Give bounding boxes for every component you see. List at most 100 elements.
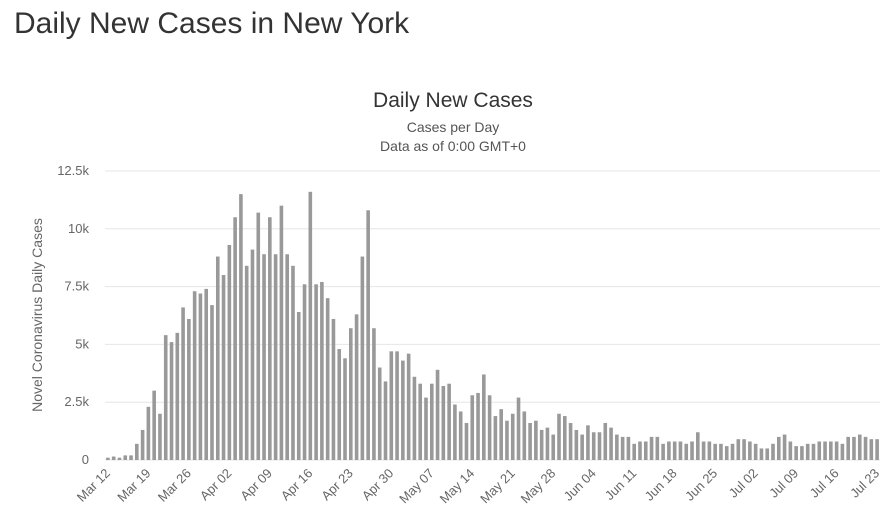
bar — [811, 443, 816, 460]
bar — [707, 441, 712, 460]
bar — [401, 360, 405, 460]
bar — [331, 318, 336, 460]
y-tick-label: 10k — [68, 221, 89, 236]
bar — [227, 244, 232, 460]
bar — [435, 369, 440, 460]
bar — [268, 217, 272, 460]
bar — [719, 443, 723, 460]
bar — [343, 358, 347, 460]
x-tick-label: Mar 26 — [155, 466, 194, 505]
bar — [470, 395, 475, 460]
bar — [302, 284, 307, 460]
bar — [562, 416, 567, 460]
x-tick-label: Jul 16 — [807, 466, 842, 501]
bar — [372, 328, 376, 460]
bar — [366, 210, 370, 460]
bar — [325, 298, 330, 460]
bar — [158, 413, 162, 460]
y-tick-label: 2.5k — [64, 394, 89, 409]
bar — [221, 275, 226, 460]
bar — [117, 457, 122, 460]
bar — [146, 406, 151, 460]
bar — [389, 351, 394, 460]
bar — [875, 439, 879, 460]
bar — [580, 434, 584, 460]
bar — [487, 395, 492, 460]
bar — [667, 441, 671, 460]
bar — [181, 307, 185, 460]
bar — [215, 256, 220, 460]
bar — [672, 441, 677, 460]
bar — [129, 455, 133, 460]
bar — [135, 443, 139, 460]
bar — [852, 436, 856, 460]
bar — [204, 288, 209, 460]
bar — [354, 314, 359, 460]
bar — [308, 191, 313, 461]
x-tick-label: May 21 — [477, 466, 518, 507]
bar — [591, 432, 596, 460]
bar — [597, 432, 602, 460]
chart-subtitle: Cases per Day — [407, 119, 500, 135]
bar — [244, 265, 249, 460]
x-tick-label: Mar 12 — [74, 466, 113, 505]
bar — [383, 381, 388, 460]
bar — [603, 423, 608, 460]
bar — [765, 448, 770, 460]
x-tick-label: Jul 23 — [847, 466, 882, 501]
bar — [678, 441, 683, 460]
bar — [655, 436, 660, 460]
bar — [140, 429, 145, 460]
bar — [736, 439, 741, 460]
bar — [412, 376, 417, 460]
bar — [279, 205, 284, 460]
bar — [175, 332, 180, 460]
bar — [493, 416, 498, 460]
bar — [788, 441, 793, 460]
bar — [447, 383, 451, 460]
x-tick-label: Apr 23 — [318, 466, 356, 504]
bar — [250, 249, 255, 460]
bar — [632, 443, 636, 460]
bar — [505, 420, 509, 460]
bar — [314, 284, 318, 460]
bar — [256, 212, 261, 460]
bar — [418, 383, 423, 460]
bar — [163, 335, 168, 460]
x-tick-label: May 28 — [518, 466, 559, 507]
x-tick-label: Jul 09 — [766, 466, 801, 501]
x-tick-label: May 07 — [396, 466, 437, 507]
bar — [857, 434, 862, 460]
bar — [794, 446, 798, 460]
chart-subtitle: Data as of 0:00 GMT+0 — [380, 138, 526, 154]
x-tick-label: Jun 04 — [561, 466, 599, 504]
bar — [834, 441, 839, 460]
bar — [626, 436, 631, 460]
bar — [696, 432, 700, 460]
bar — [805, 443, 810, 460]
bar — [846, 436, 850, 460]
bar — [574, 429, 579, 460]
bar — [609, 427, 613, 460]
bar — [586, 425, 590, 460]
bar — [424, 397, 428, 460]
bar — [800, 446, 804, 460]
bar — [198, 293, 203, 460]
bar — [724, 446, 729, 460]
bar — [192, 291, 197, 460]
bar — [169, 342, 174, 460]
bar — [285, 254, 289, 460]
bar — [360, 256, 365, 460]
y-axis-label: Novel Coronavirus Daily Cases — [29, 218, 45, 412]
bar — [187, 318, 191, 460]
bar — [441, 386, 446, 460]
bar — [406, 353, 411, 460]
bar — [152, 390, 156, 460]
bar — [829, 441, 833, 460]
bar — [551, 434, 556, 460]
bar — [701, 441, 706, 460]
bar — [273, 254, 278, 460]
bar — [730, 443, 735, 460]
y-tick-label: 7.5k — [64, 279, 89, 294]
